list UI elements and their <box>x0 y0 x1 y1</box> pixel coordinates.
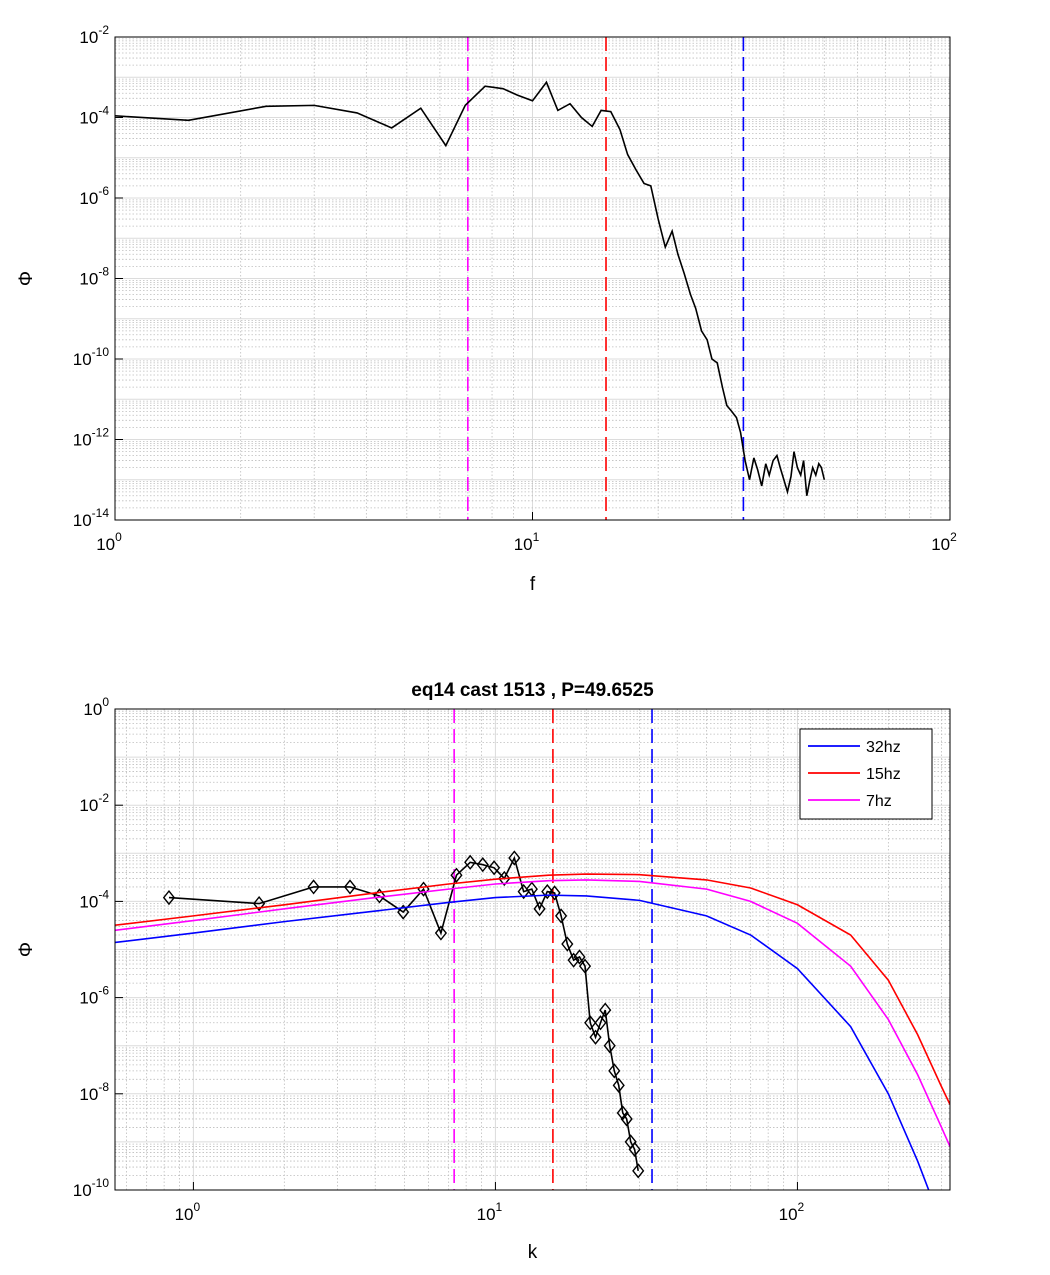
data-point-marker <box>567 952 580 968</box>
data-point-marker <box>599 1002 612 1018</box>
data-point-marker <box>561 936 574 952</box>
data-point-marker <box>555 908 568 924</box>
y-tick-label: 10-8 <box>79 265 109 289</box>
series-line-black <box>115 80 826 496</box>
data-point-marker <box>584 1015 597 1031</box>
data-point-marker <box>162 889 176 906</box>
legend-box <box>799 728 933 820</box>
bottom-ylabel: Φ <box>16 942 37 957</box>
data-point-marker <box>498 870 511 887</box>
x-tick-label: 102 <box>931 530 957 554</box>
bottom-axes: 100 101 102 100 10-2 10-4 10-6 10-8 10-10 k Φ eq… <box>16 680 951 1263</box>
series-line-black <box>168 855 639 1171</box>
data-point-marker <box>533 901 546 917</box>
y-tick-label: 10-10 <box>73 1176 110 1200</box>
legend-label: 7hz <box>866 793 892 810</box>
data-point-marker <box>397 904 410 920</box>
x-tick-label: 101 <box>514 530 540 554</box>
bottom-axes-frame <box>114 708 951 1191</box>
data-point-marker <box>464 854 477 870</box>
data-point-marker <box>373 888 386 904</box>
data-point-marker <box>589 1029 602 1045</box>
data-point-marker <box>548 885 561 901</box>
data-point-marker <box>612 1077 625 1093</box>
data-point-marker <box>608 1063 621 1079</box>
legend-label: 32hz <box>866 739 901 756</box>
x-tick-label: 101 <box>477 1200 503 1224</box>
data-point-marker <box>434 925 448 941</box>
data-point-marker <box>578 958 592 974</box>
data-point-marker <box>541 883 554 900</box>
x-tick-label: 102 <box>779 1200 805 1224</box>
data-point-marker <box>450 867 463 883</box>
data-point-marker <box>603 1038 616 1054</box>
legend: 32hz 15hz 7hz <box>799 728 933 820</box>
x-tick-label: 100 <box>96 530 122 554</box>
y-tick-label: 10-14 <box>73 506 110 530</box>
top-ylabel: Φ <box>16 271 37 286</box>
x-tick-label: 100 <box>175 1200 201 1224</box>
data-point-marker <box>253 895 266 912</box>
y-tick-label: 10-6 <box>79 184 109 208</box>
data-point-marker <box>307 879 320 895</box>
y-tick-label: 10-4 <box>79 887 109 911</box>
data-point-marker <box>620 1111 633 1127</box>
data-point-marker <box>508 850 521 866</box>
data-point-marker <box>476 857 489 873</box>
legend-label: 15hz <box>866 766 901 783</box>
bottom-xlabel: k <box>528 1242 538 1263</box>
y-tick-label: 10-6 <box>79 984 109 1008</box>
bottom-title: eq14 cast 1513 , P=49.6525 <box>411 680 654 701</box>
series-line-15hz <box>115 873 950 1105</box>
y-tick-label: 100 <box>83 695 109 719</box>
top-xlabel: f <box>530 574 536 595</box>
series-line-7hz <box>115 879 950 1147</box>
data-point-marker <box>488 860 501 876</box>
y-tick-label: 10-8 <box>79 1080 109 1104</box>
y-tick-label: 10-12 <box>73 426 110 450</box>
y-tick-label: 10-2 <box>79 791 109 815</box>
data-point-marker <box>573 949 586 965</box>
data-point-marker <box>343 879 357 895</box>
data-point-marker <box>594 1015 607 1031</box>
y-tick-label: 10-2 <box>79 23 109 47</box>
y-tick-label: 10-4 <box>79 104 109 128</box>
data-point-marker <box>632 1163 645 1179</box>
series-line-32hz <box>115 894 930 1190</box>
data-point-marker <box>628 1141 641 1157</box>
y-tick-label: 10-10 <box>73 345 110 369</box>
top-axes: 100 101 102 10-2 10-4 10-6 10-8 10-10 10-12 10-14… <box>16 23 957 595</box>
